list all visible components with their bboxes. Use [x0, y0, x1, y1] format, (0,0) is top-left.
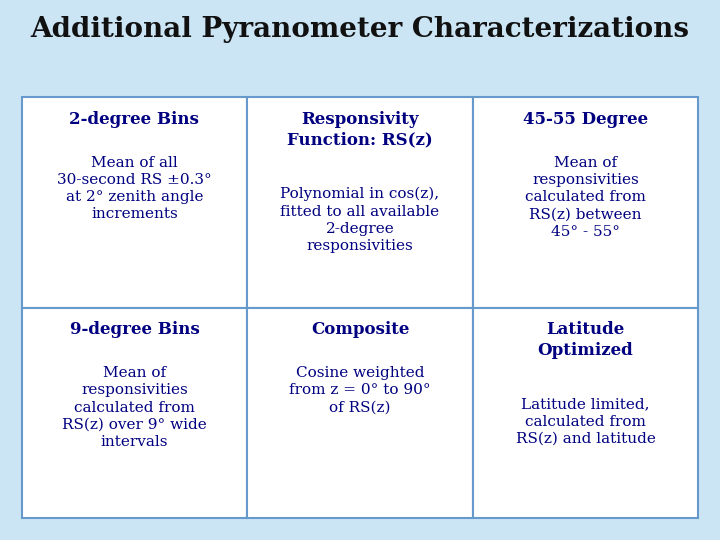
Text: Composite: Composite [311, 321, 409, 338]
Text: 2-degree Bins: 2-degree Bins [69, 111, 199, 127]
Bar [22, 308, 247, 518]
Text: Latitude limited,
calculated from
RS(z) and latitude: Latitude limited, calculated from RS(z) … [516, 397, 655, 446]
Text: Mean of
responsivities
calculated from
RS(z) over 9° wide
intervals: Mean of responsivities calculated from R… [62, 366, 207, 449]
Text: Additional Pyranometer Characterizations: Additional Pyranometer Characterizations [30, 16, 690, 43]
Text: Polynomial in cos(z),
fitted to all available
2-degree
responsivities: Polynomial in cos(z), fitted to all avai… [280, 187, 440, 253]
Bar [22, 97, 247, 308]
Bar [473, 308, 698, 518]
Text: Responsivity
Function: RS(z): Responsivity Function: RS(z) [287, 111, 433, 148]
Text: 45-55 Degree: 45-55 Degree [523, 111, 648, 127]
Text: Mean of
responsivities
calculated from
RS(z) between
45° - 55°: Mean of responsivities calculated from R… [525, 156, 646, 239]
Text: Mean of all
30-second RS ±0.3°
at 2° zenith angle
increments: Mean of all 30-second RS ±0.3° at 2° zen… [57, 156, 212, 221]
Text: Cosine weighted
from z = 0° to 90°
of RS(z): Cosine weighted from z = 0° to 90° of RS… [289, 366, 431, 415]
Text: 9-degree Bins: 9-degree Bins [70, 321, 199, 338]
Text: Latitude
Optimized: Latitude Optimized [538, 321, 634, 359]
Bar [247, 308, 473, 518]
Bar [247, 97, 473, 308]
Bar [473, 97, 698, 308]
